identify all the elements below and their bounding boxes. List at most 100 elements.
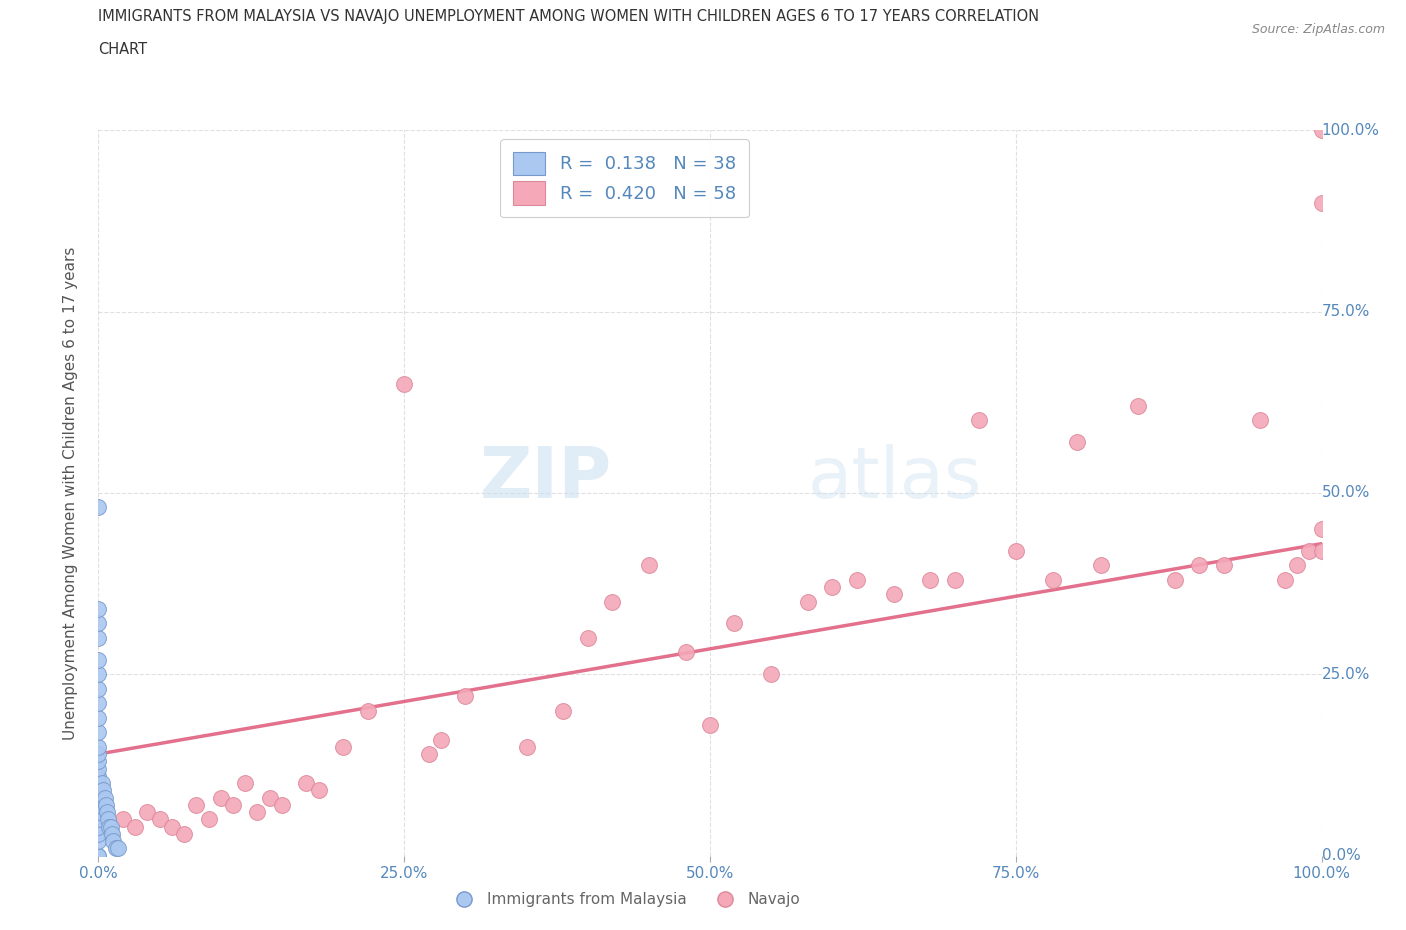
Point — [209, 790, 232, 805]
Point — [87, 739, 110, 754]
Point — [100, 827, 122, 842]
Point — [553, 703, 575, 718]
Point — [1042, 573, 1064, 588]
Point — [418, 747, 440, 762]
Point — [87, 768, 110, 783]
Point — [637, 558, 661, 573]
Point — [197, 812, 219, 827]
Point — [845, 573, 868, 588]
Point — [87, 804, 110, 819]
Point — [87, 790, 110, 805]
Point — [111, 812, 134, 827]
Point — [761, 667, 783, 682]
Point — [515, 739, 537, 754]
Point — [920, 573, 942, 588]
Point — [1090, 558, 1112, 573]
Point — [87, 696, 110, 711]
Point — [233, 776, 256, 790]
Point — [101, 827, 124, 842]
Point — [356, 703, 378, 718]
Point — [883, 587, 905, 602]
Point — [96, 804, 118, 819]
Point — [1310, 522, 1333, 537]
Point — [186, 797, 208, 812]
Text: 0.0%: 0.0% — [1322, 848, 1361, 863]
Point — [87, 631, 110, 645]
Point — [600, 594, 623, 609]
Point — [1298, 543, 1320, 558]
Point — [87, 819, 110, 834]
Point — [967, 413, 990, 428]
Point — [943, 573, 966, 588]
Point — [1188, 558, 1211, 573]
Point — [87, 783, 110, 798]
Point — [149, 812, 172, 827]
Point — [87, 819, 110, 834]
Point — [136, 804, 159, 819]
Point — [94, 797, 117, 812]
Point — [173, 827, 195, 842]
Point — [723, 616, 745, 631]
Text: ZIP: ZIP — [479, 444, 612, 512]
Point — [87, 848, 110, 863]
Text: IMMIGRANTS FROM MALAYSIA VS NAVAJO UNEMPLOYMENT AMONG WOMEN WITH CHILDREN AGES 6: IMMIGRANTS FROM MALAYSIA VS NAVAJO UNEMP… — [98, 9, 1039, 24]
Point — [1310, 543, 1333, 558]
Point — [87, 833, 110, 848]
Point — [91, 783, 114, 798]
Point — [93, 790, 115, 805]
Point — [124, 819, 146, 834]
Point — [104, 841, 127, 856]
Point — [308, 783, 330, 798]
Point — [97, 812, 120, 827]
Point — [87, 754, 110, 769]
Point — [1004, 543, 1026, 558]
Point — [98, 819, 121, 834]
Text: CHART: CHART — [98, 42, 148, 57]
Point — [87, 724, 110, 739]
Point — [87, 652, 110, 667]
Point — [87, 616, 110, 631]
Point — [100, 819, 122, 834]
Point — [87, 761, 110, 776]
Point — [332, 739, 354, 754]
Point — [797, 594, 820, 609]
Y-axis label: Unemployment Among Women with Children Ages 6 to 17 years: Unemployment Among Women with Children A… — [63, 246, 77, 739]
Point — [392, 377, 416, 392]
Text: Source: ZipAtlas.com: Source: ZipAtlas.com — [1251, 23, 1385, 36]
Point — [259, 790, 281, 805]
Point — [1066, 434, 1088, 449]
Point — [87, 812, 110, 827]
Point — [87, 682, 110, 697]
Point — [87, 804, 110, 819]
Point — [699, 718, 721, 733]
Point — [87, 827, 110, 842]
Point — [91, 776, 114, 790]
Point — [576, 631, 599, 645]
Point — [87, 500, 110, 515]
Point — [821, 579, 844, 594]
Point — [87, 790, 110, 805]
Point — [222, 797, 245, 812]
Point — [295, 776, 318, 790]
Text: atlas: atlas — [808, 444, 983, 512]
Legend: Immigrants from Malaysia, Navajo: Immigrants from Malaysia, Navajo — [443, 886, 807, 913]
Text: 100.0%: 100.0% — [1322, 123, 1379, 138]
Point — [1274, 573, 1296, 588]
Point — [1249, 413, 1271, 428]
Text: 25.0%: 25.0% — [1322, 667, 1369, 682]
Point — [87, 797, 110, 812]
Point — [1128, 398, 1150, 413]
Point — [1310, 195, 1333, 210]
Point — [675, 645, 697, 660]
Point — [101, 833, 124, 848]
Point — [1310, 123, 1333, 138]
Point — [1164, 573, 1187, 588]
Point — [87, 747, 110, 762]
Text: 75.0%: 75.0% — [1322, 304, 1369, 319]
Point — [1212, 558, 1234, 573]
Point — [430, 732, 453, 747]
Point — [87, 602, 110, 617]
Point — [160, 819, 183, 834]
Point — [87, 667, 110, 682]
Point — [87, 848, 110, 863]
